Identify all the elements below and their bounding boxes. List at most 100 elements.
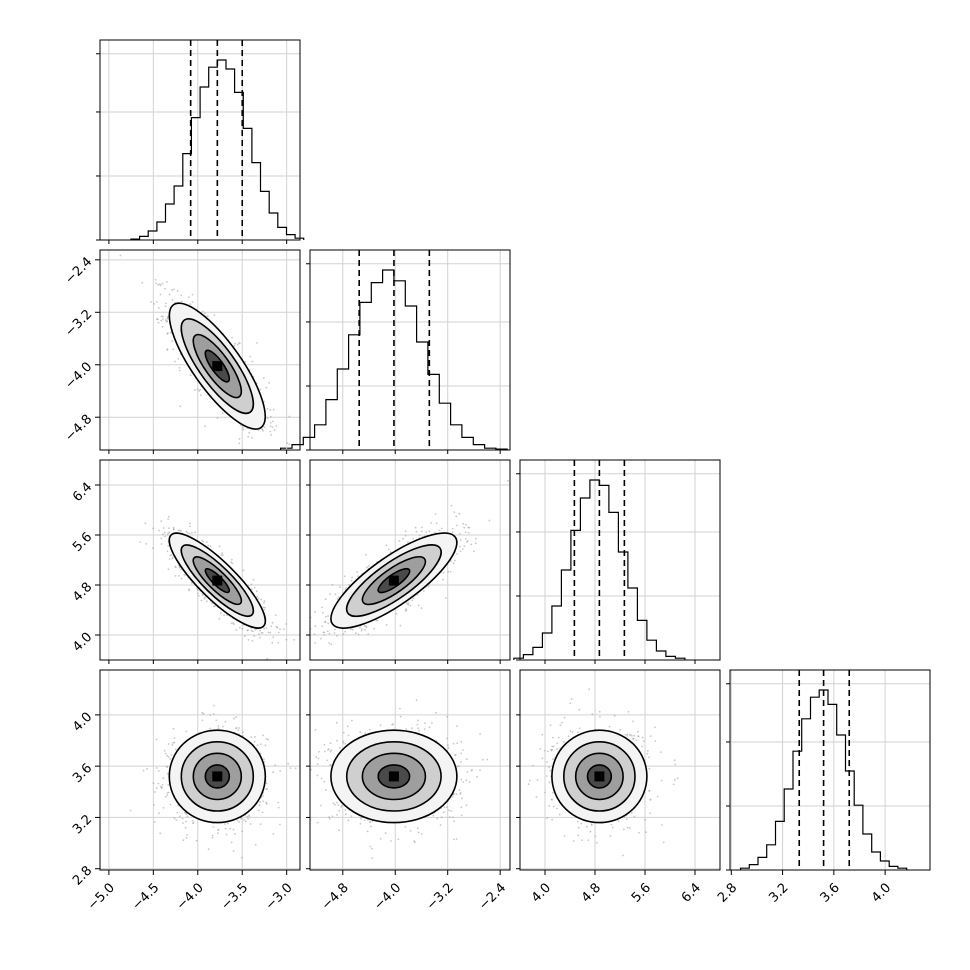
sample-point — [399, 624, 402, 627]
sample-point — [242, 731, 244, 733]
sample-point — [171, 289, 174, 291]
sample-point — [402, 537, 404, 540]
sample-point — [254, 628, 257, 631]
sample-point — [314, 728, 317, 731]
sample-point — [201, 539, 204, 542]
sample-point — [446, 715, 449, 718]
sample-point — [195, 839, 198, 842]
sample-point — [241, 627, 244, 630]
sample-point — [263, 608, 266, 611]
sample-point — [274, 764, 277, 766]
panel-content — [300, 699, 489, 859]
sample-point — [182, 839, 185, 842]
sample-point — [314, 642, 316, 644]
sample-point — [404, 530, 407, 533]
sample-point — [261, 811, 264, 814]
sample-point — [230, 622, 233, 625]
sample-point — [417, 719, 419, 722]
sample-point — [169, 331, 172, 334]
sample-point — [326, 630, 329, 633]
density-peak — [212, 361, 223, 372]
sample-point — [337, 596, 340, 598]
sample-point — [154, 791, 156, 793]
sample-point — [351, 628, 354, 631]
sample-point — [421, 833, 423, 835]
sample-point — [164, 795, 167, 798]
sample-point — [160, 537, 163, 540]
sample-point — [463, 545, 466, 548]
sample-point — [238, 442, 241, 445]
sample-point — [160, 543, 163, 545]
sample-point — [158, 529, 161, 532]
sample-point — [169, 803, 172, 806]
sample-point — [158, 812, 160, 814]
sample-point — [463, 526, 466, 529]
sample-point — [166, 533, 169, 536]
sample-point — [265, 782, 268, 785]
sample-point — [233, 623, 235, 625]
sample-point — [324, 750, 326, 753]
sample-point — [264, 744, 267, 747]
sample-point — [262, 800, 265, 802]
sample-point — [241, 856, 243, 859]
sample-point — [170, 754, 173, 756]
sample-point — [348, 584, 351, 586]
sample-point — [183, 573, 186, 576]
sample-point — [466, 541, 468, 543]
sample-point — [189, 303, 192, 305]
sample-point — [172, 528, 175, 531]
sample-point — [262, 377, 265, 379]
sample-point — [327, 615, 329, 618]
sample-point — [209, 545, 212, 548]
sample-point — [456, 765, 459, 768]
sample-point — [204, 425, 207, 428]
sample-point — [188, 296, 190, 299]
sample-point — [180, 577, 183, 580]
sample-point — [406, 541, 409, 543]
sample-point — [366, 566, 368, 569]
sample-point — [272, 420, 274, 423]
sample-point — [459, 550, 462, 553]
sample-point — [425, 531, 428, 533]
sample-point — [375, 619, 378, 622]
sample-point — [285, 623, 288, 625]
sample-point — [171, 556, 174, 558]
sample-point — [289, 767, 292, 769]
sample-point — [253, 740, 256, 743]
sample-point — [379, 837, 382, 840]
sample-point — [301, 781, 303, 783]
panel-frame — [519, 459, 721, 661]
panel-content — [310, 479, 509, 660]
sample-point — [238, 727, 241, 729]
sample-point — [300, 792, 302, 794]
sample-point — [172, 727, 175, 730]
sample-point — [265, 801, 268, 804]
sample-point — [266, 407, 269, 410]
sample-point — [185, 730, 188, 733]
sample-point — [320, 804, 322, 807]
sample-point — [327, 622, 330, 625]
sample-point — [188, 525, 191, 528]
sample-point — [283, 628, 285, 631]
sample-point — [260, 598, 263, 601]
sample-point — [221, 554, 224, 556]
sample-point — [189, 522, 192, 525]
sample-point — [161, 282, 164, 285]
sample-point — [443, 806, 446, 809]
sample-point — [456, 553, 458, 555]
sample-point — [338, 746, 341, 749]
sample-point — [235, 727, 237, 730]
sample-point — [266, 788, 269, 790]
sample-point — [174, 748, 177, 751]
sample-point — [164, 752, 167, 755]
sample-point — [244, 820, 247, 823]
sample-point — [207, 544, 210, 547]
sample-point — [266, 657, 269, 660]
sample-point — [185, 820, 187, 823]
sample-point — [241, 830, 244, 833]
sample-point — [263, 758, 265, 760]
sample-point — [223, 614, 225, 617]
sample-point — [261, 632, 264, 634]
sample-point — [176, 811, 179, 814]
sample-point — [257, 597, 260, 600]
